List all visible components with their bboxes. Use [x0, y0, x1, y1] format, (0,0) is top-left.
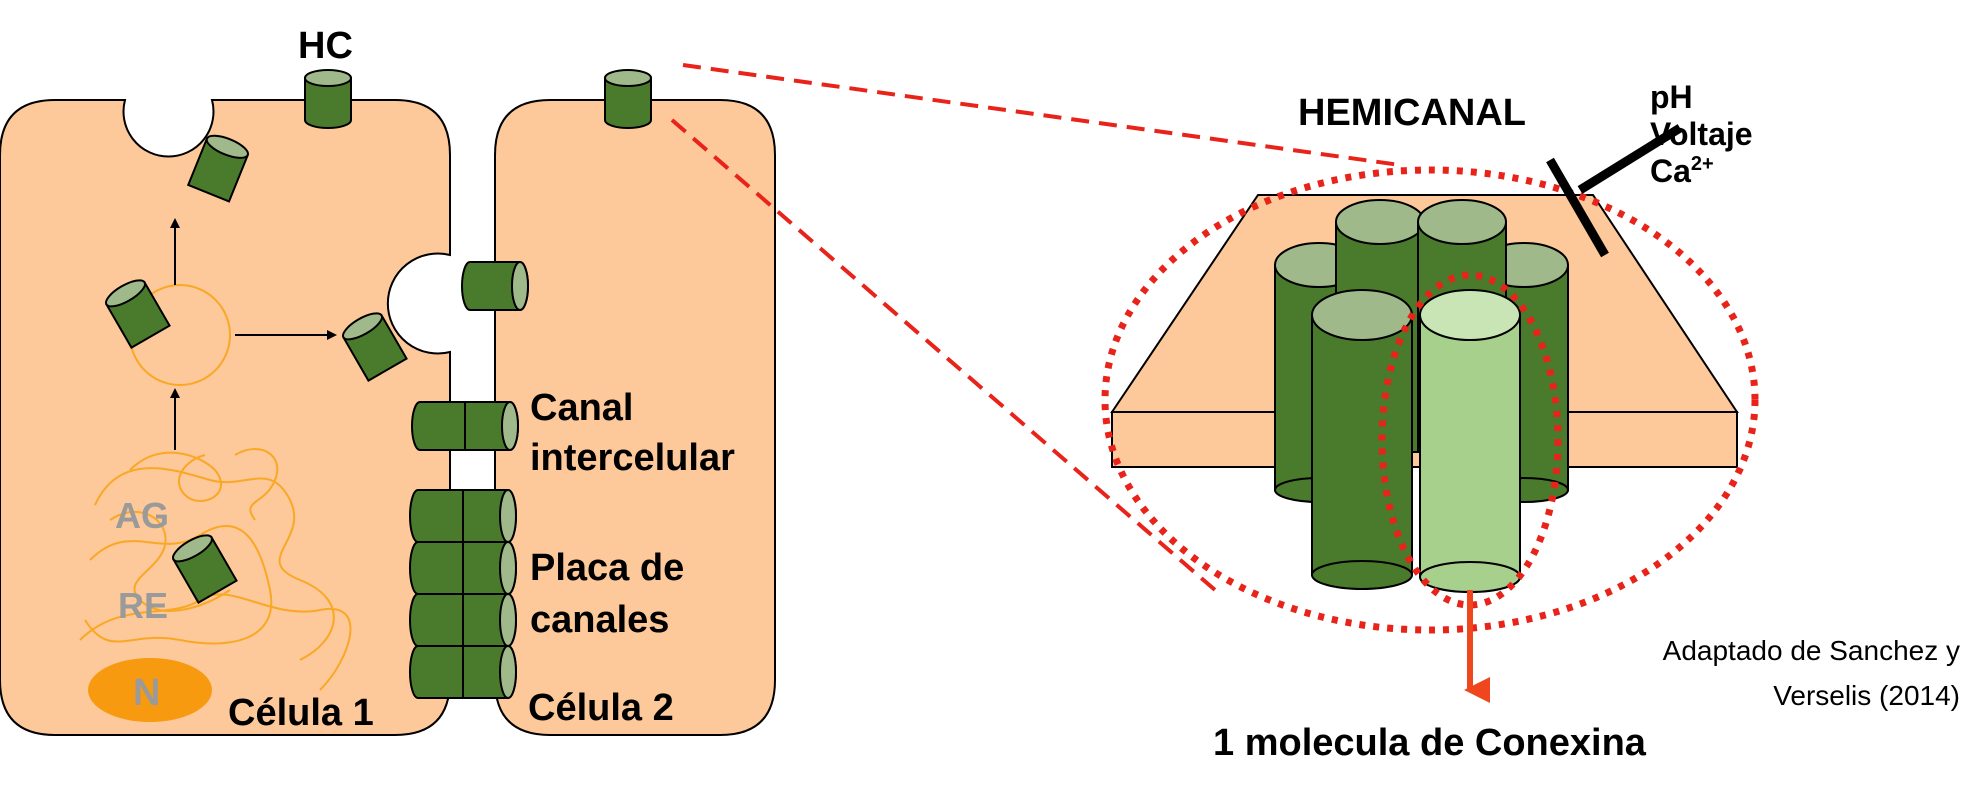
credit-line-1: Adaptado de Sanchez y	[1663, 635, 1960, 666]
hemichannel-cell-2-membrane	[461, 261, 529, 311]
connexin-highlighted	[1419, 289, 1521, 593]
label-calcium: Ca2+	[1650, 153, 1714, 189]
label-ca: Ca	[1650, 153, 1691, 189]
cell-1-body	[0, 99, 451, 736]
gap-junction-plaque	[409, 489, 517, 699]
connexon-docking	[342, 312, 408, 383]
plaque-channel	[409, 541, 517, 595]
credit-line-2: Verselis (2014)	[1773, 680, 1960, 711]
zoom-line-bottom	[670, 118, 1217, 592]
zoom-line-top	[682, 63, 1401, 167]
connexin-highlight-ellipse	[1378, 271, 1562, 609]
cell-2-body	[494, 99, 776, 736]
hemichannel-highlight-ellipse	[1101, 166, 1759, 634]
label-canales: canales	[530, 599, 669, 641]
label-voltaje: Voltaje	[1650, 116, 1753, 152]
plaque-channel	[409, 593, 517, 647]
label-intercelular: intercelular	[530, 437, 735, 479]
label-ph: pH	[1650, 79, 1693, 115]
label-ag: AG	[115, 495, 169, 536]
label-cell-1: Célula 1	[228, 692, 374, 734]
golgi-er-tangle	[79, 448, 352, 691]
label-cell-2: Célula 2	[528, 687, 674, 729]
label-conexina: 1 molecula de Conexina	[1213, 722, 1647, 764]
connexon-in-vesicle	[105, 279, 171, 350]
nucleus	[88, 658, 212, 722]
connexin-front-dark	[1311, 289, 1413, 590]
label-hemicanal: HEMICANAL	[1298, 92, 1526, 134]
connexon-in-pit	[186, 134, 250, 203]
plaque-channel	[409, 645, 517, 699]
hemichannel-top-cell-1	[304, 69, 352, 129]
intercellular-channel	[411, 401, 519, 451]
label-placa-de: Placa de	[530, 547, 684, 589]
t-shaped-sensor-icon	[1546, 124, 1683, 258]
connexon-in-er	[172, 534, 238, 605]
label-ca-charge: 2+	[1691, 153, 1714, 175]
label-n: N	[133, 672, 160, 714]
label-re: RE	[118, 585, 168, 626]
hemichannel-top-cell-2	[604, 69, 652, 129]
label-canal: Canal	[530, 387, 633, 429]
label-hc: HC	[298, 25, 353, 67]
plaque-channel	[409, 489, 517, 543]
